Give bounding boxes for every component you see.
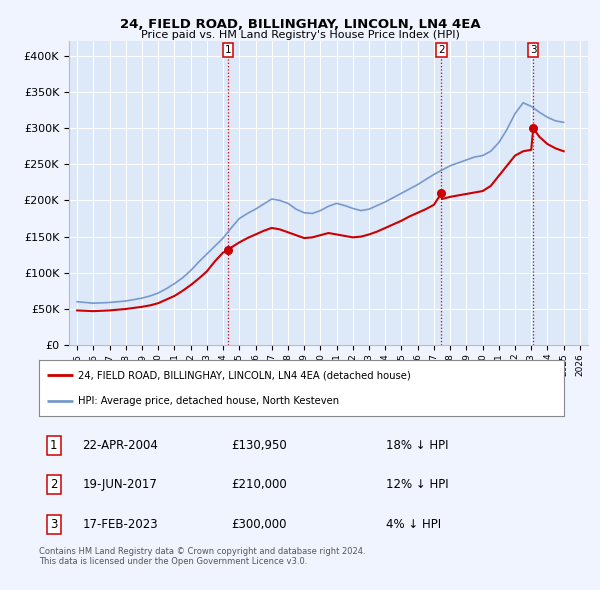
Text: 3: 3 <box>530 45 536 55</box>
Text: Price paid vs. HM Land Registry's House Price Index (HPI): Price paid vs. HM Land Registry's House … <box>140 30 460 40</box>
Text: HPI: Average price, detached house, North Kesteven: HPI: Average price, detached house, Nort… <box>79 396 340 406</box>
Text: 17-FEB-2023: 17-FEB-2023 <box>83 518 158 531</box>
Text: Contains HM Land Registry data © Crown copyright and database right 2024.
This d: Contains HM Land Registry data © Crown c… <box>39 547 365 566</box>
Text: 12% ↓ HPI: 12% ↓ HPI <box>386 478 448 491</box>
Text: £130,950: £130,950 <box>232 439 287 452</box>
Text: 24, FIELD ROAD, BILLINGHAY, LINCOLN, LN4 4EA (detached house): 24, FIELD ROAD, BILLINGHAY, LINCOLN, LN4… <box>79 370 411 380</box>
Text: 2: 2 <box>50 478 58 491</box>
Text: 2: 2 <box>438 45 445 55</box>
Text: 22-APR-2004: 22-APR-2004 <box>82 439 158 452</box>
Text: 1: 1 <box>50 439 58 452</box>
Text: 3: 3 <box>50 518 58 531</box>
Text: 1: 1 <box>225 45 232 55</box>
Text: £300,000: £300,000 <box>232 518 287 531</box>
Text: 4% ↓ HPI: 4% ↓ HPI <box>386 518 440 531</box>
Text: 18% ↓ HPI: 18% ↓ HPI <box>386 439 448 452</box>
Text: £210,000: £210,000 <box>232 478 287 491</box>
Text: 24, FIELD ROAD, BILLINGHAY, LINCOLN, LN4 4EA: 24, FIELD ROAD, BILLINGHAY, LINCOLN, LN4… <box>119 18 481 31</box>
Text: 19-JUN-2017: 19-JUN-2017 <box>83 478 158 491</box>
